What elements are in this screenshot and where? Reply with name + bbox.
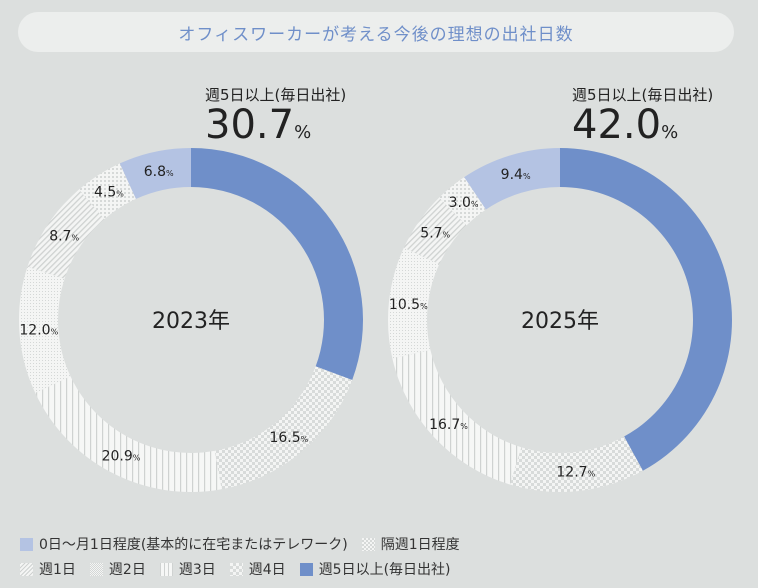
legend-label: 週2日 <box>108 562 146 578</box>
donut-segment <box>439 177 486 226</box>
data-label-unit: % <box>166 169 174 178</box>
data-label: 16.7% <box>429 417 468 433</box>
data-label: 20.9% <box>102 448 141 464</box>
donut-segment <box>392 349 522 485</box>
legend-item: 0日〜月1日程度(基本的に在宅またはテレワーク) <box>20 534 348 554</box>
legend-item: 週1日 <box>20 559 76 579</box>
highlight-value-2023: 30.7% <box>205 102 311 148</box>
data-label-unit: % <box>420 302 428 311</box>
donut-segment <box>560 148 732 471</box>
highlight-value-2025: 42.0% <box>572 102 678 148</box>
donut-segment <box>509 436 643 492</box>
highlight-label-2025: 週5日以上(毎日出社) <box>572 86 714 104</box>
data-label-unit: % <box>460 422 468 431</box>
highlight-unit: % <box>294 122 312 143</box>
legend-swatch <box>89 562 103 576</box>
chart-title: オフィスワーカーが考える今後の理想の出社日数 <box>18 12 734 52</box>
data-label-unit: % <box>471 200 479 209</box>
donut-segment <box>403 197 467 265</box>
highlight-number: 42.0 <box>572 102 662 148</box>
donut-segment <box>191 148 363 380</box>
legend-label: 週4日 <box>248 562 286 578</box>
highlight-number: 30.7 <box>205 102 295 148</box>
legend-row-1: 0日〜月1日程度(基本的に在宅またはテレワーク) 隔週1日程度 <box>20 534 460 554</box>
legend-label: 週1日 <box>39 562 76 578</box>
legend-swatch <box>361 537 375 551</box>
legend-item: 週2日 <box>89 559 146 579</box>
center-label: 2023年 <box>152 309 230 334</box>
legend-label: 0日〜月1日程度(基本的に在宅またはテレワーク) <box>39 537 348 553</box>
legend-row-2: 週1日 週2日 週3日 週4日 週5日以上(毎日出社) <box>20 559 451 579</box>
data-label-unit: % <box>51 327 59 336</box>
legend-swatch <box>159 562 173 576</box>
highlight-unit: % <box>661 122 679 143</box>
data-label-unit: % <box>116 189 124 198</box>
legend-swatch <box>20 537 33 551</box>
donut-segment <box>35 376 222 492</box>
donut-segment <box>119 148 191 199</box>
data-label: 12.0% <box>19 322 58 338</box>
data-label-unit: % <box>523 172 531 181</box>
donut-segment <box>18 266 71 393</box>
legend-item: 週3日 <box>159 559 216 579</box>
legend-label: 週5日以上(毎日出社) <box>318 562 451 578</box>
donut-segment <box>214 366 353 490</box>
highlight-label-2023: 週5日以上(毎日出社) <box>205 86 347 104</box>
data-label-unit: % <box>301 435 309 444</box>
legend-item: 週5日以上(毎日出社) <box>299 559 451 579</box>
donut-segment <box>27 189 105 279</box>
data-label: 16.5% <box>269 430 308 446</box>
donut-segment <box>388 247 440 359</box>
legend-label: 週3日 <box>178 562 216 578</box>
legend-swatch <box>20 562 33 576</box>
donut-segment <box>78 163 136 220</box>
data-label-unit: % <box>443 230 451 239</box>
data-label: 10.5% <box>389 297 428 313</box>
data-label-unit: % <box>133 453 141 462</box>
legend-item: 週4日 <box>229 559 286 579</box>
center-label: 2025年 <box>521 309 599 334</box>
legend-label: 隔週1日程度 <box>380 537 460 553</box>
legend-swatch <box>299 562 313 576</box>
donut-segment <box>464 148 560 210</box>
legend-item: 隔週1日程度 <box>361 534 460 554</box>
data-label: 12.7% <box>556 465 595 481</box>
data-label-unit: % <box>588 470 596 479</box>
legend-swatch <box>229 562 243 576</box>
data-label-unit: % <box>71 233 79 242</box>
